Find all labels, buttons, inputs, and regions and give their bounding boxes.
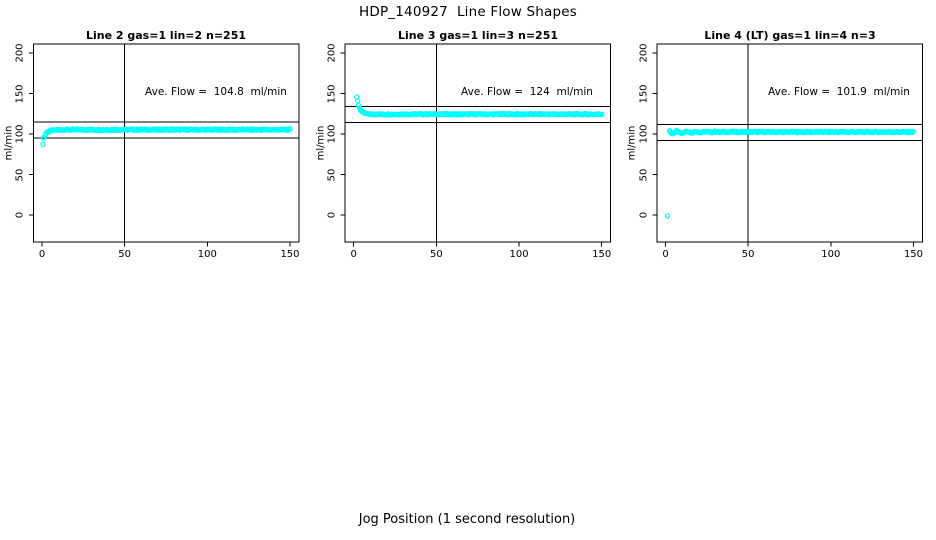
panel-1-plot-box [33, 43, 300, 243]
x-tick-label: 50 [741, 249, 755, 260]
panel-1-y-axis-label: ml/min [3, 125, 15, 161]
panel-2-data-points [354, 94, 605, 118]
panel-3-data-points [664, 127, 917, 219]
x-tick-label: 100 [509, 249, 529, 260]
y-tick-label: 150 [14, 83, 26, 104]
y-tick-label: 50 [14, 168, 26, 181]
y-tick-label: 150 [326, 83, 338, 104]
x-axis-label: Jog Position (1 second resolution) [358, 512, 576, 527]
panel-2-ave-flow-annotation: Ave. Flow = 124 ml/min [461, 86, 593, 98]
x-tick-label: 0 [38, 249, 46, 260]
y-tick-label: 100 [326, 124, 338, 144]
y-tick-label: 150 [638, 83, 649, 104]
y-tick-label: 50 [638, 168, 649, 181]
x-tick-label: 0 [662, 249, 669, 260]
y-tick-label: 0 [14, 211, 26, 219]
x-tick-label: 100 [197, 249, 217, 260]
y-tick-label: 200 [14, 43, 26, 63]
x-tick-label: 100 [821, 249, 841, 260]
y-tick-label: 200 [326, 43, 338, 63]
y-tick-label: 100 [14, 124, 26, 144]
panel-2-y-axis-label: ml/min [315, 125, 327, 161]
panel-1-title: Line 2 gas=1 lin=2 n=251 [85, 29, 247, 42]
x-tick-label: 0 [350, 249, 357, 260]
y-tick-label: 100 [638, 124, 649, 144]
chart-title: HDP_140927 Line Flow Shapes [359, 4, 577, 20]
panel-3-plot-box [656, 43, 923, 243]
y-tick-label: 0 [326, 211, 338, 219]
y-tick-label: 200 [638, 43, 649, 63]
y-tick-label: 50 [326, 168, 338, 181]
panel-2-title: Line 3 gas=1 lin=3 n=251 [397, 29, 559, 42]
x-tick-label: 50 [429, 249, 443, 260]
x-tick-label: 150 [592, 249, 612, 260]
panel-2-plot-box [344, 43, 612, 243]
x-tick-label: 50 [118, 249, 132, 260]
panel-1-ave-flow-annotation: Ave. Flow = 104.8 ml/min [145, 86, 287, 98]
y-tick-label: 0 [638, 211, 649, 219]
x-tick-label: 150 [280, 249, 300, 260]
panel-3-y-axis-label: ml/min [626, 125, 638, 161]
panel-3-title: Line 4 (LT) gas=1 lin=4 n=3 [704, 29, 876, 42]
x-tick-label: 150 [903, 249, 924, 260]
panel-1-data-points [40, 126, 293, 148]
panel-3-ave-flow-annotation: Ave. Flow = 101.9 ml/min [768, 86, 910, 98]
